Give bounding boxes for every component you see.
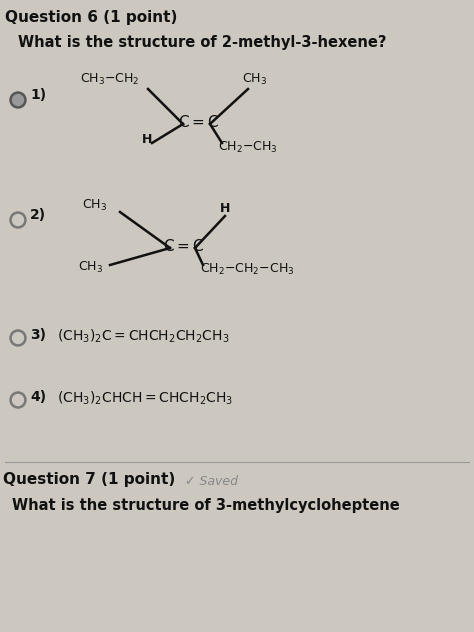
Text: $\mathsf{CH_3}$: $\mathsf{CH_3}$ (242, 72, 267, 87)
Text: $\mathsf{CH_3}$: $\mathsf{CH_3}$ (82, 198, 107, 213)
Circle shape (10, 392, 26, 408)
Text: 2): 2) (30, 208, 46, 222)
Circle shape (12, 214, 24, 226)
Text: What is the structure of 3-methylcycloheptene: What is the structure of 3-methylcyclohe… (12, 498, 400, 513)
Text: $\mathsf{CH_2{-}CH_3}$: $\mathsf{CH_2{-}CH_3}$ (218, 140, 278, 155)
Text: ✓ Saved: ✓ Saved (185, 475, 238, 488)
Text: $\mathsf{CH_2{-}CH_2{-}CH_3}$: $\mathsf{CH_2{-}CH_2{-}CH_3}$ (200, 262, 294, 277)
Circle shape (10, 212, 26, 228)
Text: 4): 4) (30, 390, 46, 404)
Text: H: H (220, 202, 230, 215)
Circle shape (12, 95, 24, 106)
Text: 3): 3) (30, 328, 46, 342)
Text: What is the structure of 2-methyl-3-hexene?: What is the structure of 2-methyl-3-hexe… (18, 35, 386, 50)
Text: H: H (142, 133, 152, 146)
Text: $\mathsf{CH_3{-}CH_2}$: $\mathsf{CH_3{-}CH_2}$ (80, 72, 139, 87)
Circle shape (12, 394, 24, 406)
Circle shape (12, 332, 24, 344)
Text: $\mathsf{(CH_3)_2C{=}CHCH_2CH_2CH_3}$: $\mathsf{(CH_3)_2C{=}CHCH_2CH_2CH_3}$ (57, 328, 229, 346)
Circle shape (10, 330, 26, 346)
Text: $\mathsf{C{=}C}$: $\mathsf{C{=}C}$ (163, 238, 204, 254)
Text: $\mathsf{(CH_3)_2CHCH{=}CHCH_2CH_3}$: $\mathsf{(CH_3)_2CHCH{=}CHCH_2CH_3}$ (57, 390, 233, 408)
Text: $\mathsf{CH_3}$: $\mathsf{CH_3}$ (78, 260, 103, 275)
Text: Question 6 (1 point): Question 6 (1 point) (5, 10, 177, 25)
Circle shape (10, 92, 26, 108)
Text: 1): 1) (30, 88, 46, 102)
Text: Question 7 (1 point): Question 7 (1 point) (3, 472, 175, 487)
Text: $\mathsf{C{=}C}$: $\mathsf{C{=}C}$ (178, 114, 219, 130)
